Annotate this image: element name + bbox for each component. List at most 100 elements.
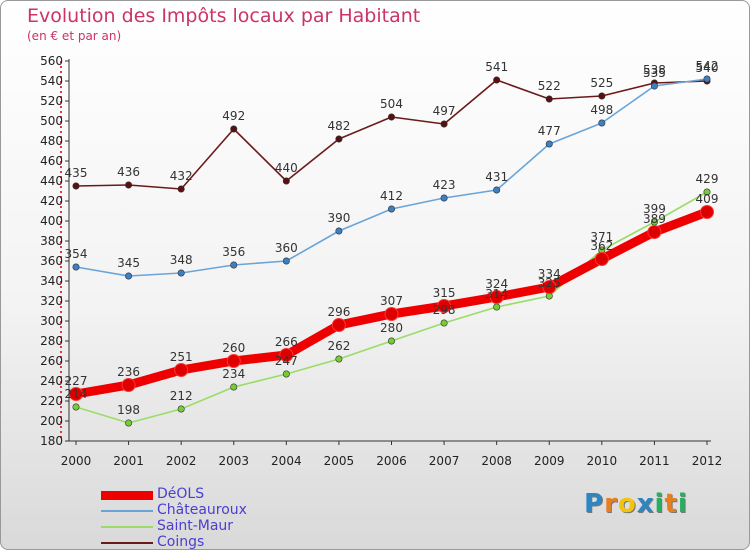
data-point-deols bbox=[700, 205, 714, 219]
logo-letter: i bbox=[654, 489, 665, 519]
data-point-coings bbox=[177, 185, 185, 193]
data-label-coings: 541 bbox=[485, 60, 508, 74]
data-point-deols bbox=[174, 363, 189, 377]
data-point-coings bbox=[282, 177, 290, 185]
data-label-deols: 389 bbox=[643, 212, 666, 226]
y-tick-label: 560 bbox=[40, 54, 63, 68]
data-label-deols: 324 bbox=[485, 277, 508, 291]
data-point-chateauroux bbox=[335, 227, 343, 235]
legend-label: Saint-Maur bbox=[157, 518, 234, 534]
data-label-deols: 251 bbox=[170, 350, 193, 364]
data-label-saint-maur: 314 bbox=[485, 287, 508, 301]
data-point-saint-maur bbox=[335, 355, 343, 363]
x-tick-label: 2002 bbox=[166, 454, 197, 468]
data-label-coings: 540 bbox=[696, 61, 719, 75]
data-label-coings: 522 bbox=[538, 79, 561, 93]
y-tick-label: 540 bbox=[40, 74, 63, 88]
x-tick-label: 2000 bbox=[61, 454, 92, 468]
y-tick-label: 500 bbox=[40, 114, 63, 128]
data-point-deols bbox=[594, 252, 609, 266]
data-label-chateauroux: 431 bbox=[485, 170, 508, 184]
x-tick-label: 2011 bbox=[639, 454, 670, 468]
data-point-deols bbox=[331, 318, 346, 332]
data-label-coings: 482 bbox=[327, 119, 350, 133]
x-tick-label: 2001 bbox=[113, 454, 144, 468]
data-label-saint-maur: 429 bbox=[696, 172, 719, 186]
data-label-coings: 436 bbox=[117, 165, 140, 179]
legend-item-coings[interactable]: Coings bbox=[101, 534, 301, 550]
data-label-deols: 236 bbox=[117, 365, 140, 379]
data-label-coings: 432 bbox=[170, 169, 193, 183]
x-tick-label: 2004 bbox=[271, 454, 302, 468]
data-label-deols: 334 bbox=[538, 267, 561, 281]
data-point-deols bbox=[384, 307, 399, 321]
data-label-chateauroux: 535 bbox=[643, 66, 666, 80]
legend-label: Châteauroux bbox=[157, 502, 247, 518]
y-tick-label: 320 bbox=[40, 294, 63, 308]
data-point-chateauroux bbox=[282, 257, 290, 265]
data-point-chateauroux bbox=[703, 75, 711, 83]
logo-letter: r bbox=[604, 489, 618, 519]
data-point-chateauroux bbox=[387, 205, 395, 213]
legend-item-saint-maur[interactable]: Saint-Maur bbox=[101, 518, 301, 535]
legend-label: Coings bbox=[157, 534, 205, 550]
x-tick-label: 2010 bbox=[587, 454, 618, 468]
data-label-deols: 315 bbox=[433, 286, 456, 300]
x-tick-label: 2007 bbox=[429, 454, 460, 468]
data-point-deols bbox=[489, 290, 504, 304]
x-tick-label: 2006 bbox=[376, 454, 407, 468]
data-point-coings bbox=[493, 76, 501, 84]
data-point-saint-maur bbox=[703, 188, 711, 196]
data-label-saint-maur: 212 bbox=[170, 389, 193, 403]
data-label-chateauroux: 423 bbox=[433, 178, 456, 192]
logo-letter: o bbox=[617, 489, 637, 519]
data-label-chateauroux: 498 bbox=[590, 103, 613, 117]
data-label-coings: 538 bbox=[643, 63, 666, 77]
data-point-saint-maur bbox=[282, 370, 290, 378]
proxiti-logo: Proxiti bbox=[584, 489, 688, 519]
y-tick-label: 380 bbox=[40, 234, 63, 248]
data-label-saint-maur: 298 bbox=[433, 303, 456, 317]
chart-subtitle: (en € et par an) bbox=[27, 29, 122, 43]
y-tick-label: 340 bbox=[40, 274, 63, 288]
y-tick-label: 520 bbox=[40, 94, 63, 108]
x-tick-label: 2012 bbox=[692, 454, 723, 468]
data-point-chateauroux bbox=[493, 186, 501, 194]
legend-item-deols[interactable]: DéOLS bbox=[101, 486, 301, 503]
data-label-chateauroux: 356 bbox=[222, 245, 245, 259]
data-label-deols: 296 bbox=[327, 305, 350, 319]
legend-swatch bbox=[101, 490, 153, 500]
data-label-coings: 525 bbox=[590, 76, 613, 90]
data-point-chateauroux bbox=[125, 272, 133, 280]
legend-item-chateauroux[interactable]: Châteauroux bbox=[101, 502, 301, 519]
y-tick-label: 220 bbox=[40, 394, 63, 408]
y-tick-label: 300 bbox=[40, 314, 63, 328]
data-label-coings: 504 bbox=[380, 97, 403, 111]
legend-swatch bbox=[101, 526, 153, 528]
y-tick-label: 420 bbox=[40, 194, 63, 208]
logo-letter: t bbox=[664, 489, 678, 519]
data-point-chateauroux bbox=[598, 119, 606, 127]
series-layer bbox=[69, 75, 714, 427]
data-label-saint-maur: 234 bbox=[222, 367, 245, 381]
data-point-coings bbox=[545, 95, 553, 103]
y-tick-label: 360 bbox=[40, 254, 63, 268]
data-point-saint-maur bbox=[440, 319, 448, 327]
data-label-deols: 409 bbox=[696, 192, 719, 206]
data-point-chateauroux bbox=[440, 194, 448, 202]
data-label-chateauroux: 345 bbox=[117, 256, 140, 270]
y-tick-label: 440 bbox=[40, 174, 63, 188]
data-label-coings: 497 bbox=[433, 104, 456, 118]
data-point-deols bbox=[647, 225, 662, 239]
data-label-saint-maur: 325 bbox=[538, 276, 561, 290]
axes: 1802002202402602803003203403603804004204… bbox=[40, 54, 722, 468]
y-tick-label: 240 bbox=[40, 374, 63, 388]
data-point-deols bbox=[226, 354, 241, 368]
x-tick-label: 2008 bbox=[481, 454, 512, 468]
chart-title: Evolution des Impôts locaux par Habitant bbox=[27, 5, 421, 27]
legend-label: DéOLS bbox=[157, 486, 205, 502]
data-point-deols bbox=[121, 378, 136, 392]
data-label-saint-maur: 247 bbox=[275, 354, 298, 368]
legend-swatch bbox=[101, 542, 153, 544]
